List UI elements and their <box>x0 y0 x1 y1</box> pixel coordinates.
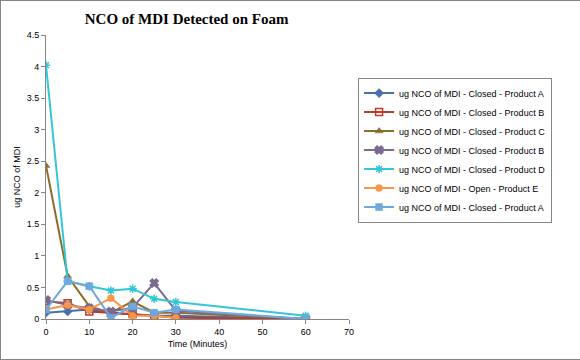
svg-text:ug NCO of MDI - Closed - Produ: ug NCO of MDI - Closed - Product B <box>399 146 544 156</box>
svg-text:1: 1 <box>34 251 39 261</box>
svg-text:ug NCO of MDI - Closed - Produ: ug NCO of MDI - Closed - Product C <box>399 127 545 137</box>
svg-text:2.5: 2.5 <box>27 156 40 166</box>
svg-text:4.5: 4.5 <box>27 30 40 40</box>
svg-text:ug NCO of MDI - Closed - Produ: ug NCO of MDI - Closed - Product A <box>399 203 544 213</box>
svg-text:3.5: 3.5 <box>27 93 40 103</box>
svg-text:60: 60 <box>301 327 311 337</box>
svg-text:ug NCO of MDI - Open - Product: ug NCO of MDI - Open - Product E <box>399 184 538 194</box>
svg-text:1.5: 1.5 <box>27 219 40 229</box>
svg-text:0.5: 0.5 <box>27 283 40 293</box>
svg-text:40: 40 <box>214 327 224 337</box>
svg-text:Time (Minutes): Time (Minutes) <box>168 339 228 349</box>
svg-text:0: 0 <box>43 327 48 337</box>
svg-text:ug NCO of MDI - Closed - Produ: ug NCO of MDI - Closed - Product A <box>399 89 544 99</box>
svg-text:50: 50 <box>257 327 267 337</box>
svg-text:2: 2 <box>34 188 39 198</box>
svg-text:30: 30 <box>171 327 181 337</box>
svg-text:4: 4 <box>34 62 39 72</box>
svg-text:ug NCO of MDI - Closed - Produ: ug NCO of MDI - Closed - Product B <box>399 108 544 118</box>
svg-text:70: 70 <box>344 327 354 337</box>
svg-text:ug NCO of MDI - Closed - Produ: ug NCO of MDI - Closed - Product D <box>399 165 545 175</box>
svg-text:NCO of MDI Detected on Foam: NCO of MDI Detected on Foam <box>85 11 289 27</box>
svg-text:0: 0 <box>34 314 39 324</box>
svg-text:20: 20 <box>128 327 138 337</box>
svg-text:3: 3 <box>34 125 39 135</box>
svg-text:ug NCO of MDI: ug NCO of MDI <box>12 146 22 208</box>
svg-text:10: 10 <box>84 327 94 337</box>
